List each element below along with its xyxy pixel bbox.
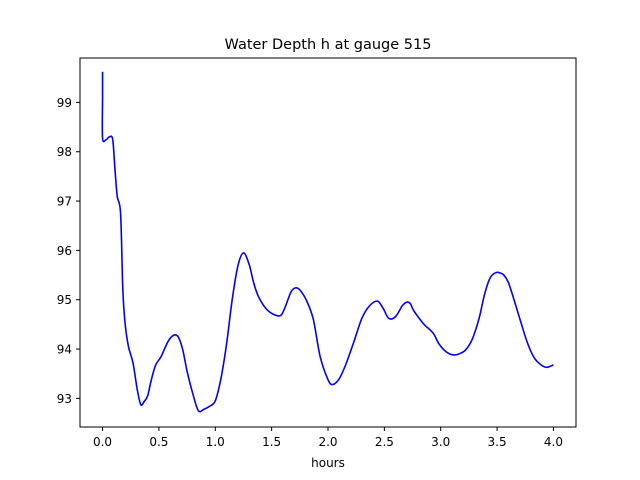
x-axis-ticks: 0.0 0.5 1.0 1.5 2.0 2.5 3.0 3.5 4.0 [93, 427, 563, 449]
x-tick-label: 2.5 [375, 435, 394, 449]
series-layer [101, 71, 554, 413]
plot-background [80, 58, 576, 427]
y-tick-label: 99 [57, 96, 72, 110]
series-line [101, 71, 554, 413]
x-axis-label: hours [311, 456, 345, 470]
plot-area [79, 57, 577, 428]
x-tick-label: 1.5 [262, 435, 281, 449]
y-tick-label: 94 [57, 343, 72, 357]
x-tick-label: 4.0 [544, 435, 563, 449]
x-tick-label: 0.0 [93, 435, 112, 449]
y-tick-label: 97 [57, 195, 72, 209]
x-tick-label: 3.0 [431, 435, 450, 449]
y-tick-label: 96 [57, 244, 72, 258]
x-tick-label: 3.5 [488, 435, 507, 449]
chart-title: Water Depth h at gauge 515 [225, 37, 432, 53]
x-tick-label: 0.5 [149, 435, 168, 449]
y-tick-label: 98 [57, 145, 72, 159]
x-tick-label: 1.0 [206, 435, 225, 449]
x-tick-label: 2.0 [318, 435, 337, 449]
y-axis-ticks: 93 94 95 96 97 98 99 [57, 96, 80, 406]
y-tick-label: 95 [57, 293, 72, 307]
y-tick-label: 93 [57, 392, 72, 406]
